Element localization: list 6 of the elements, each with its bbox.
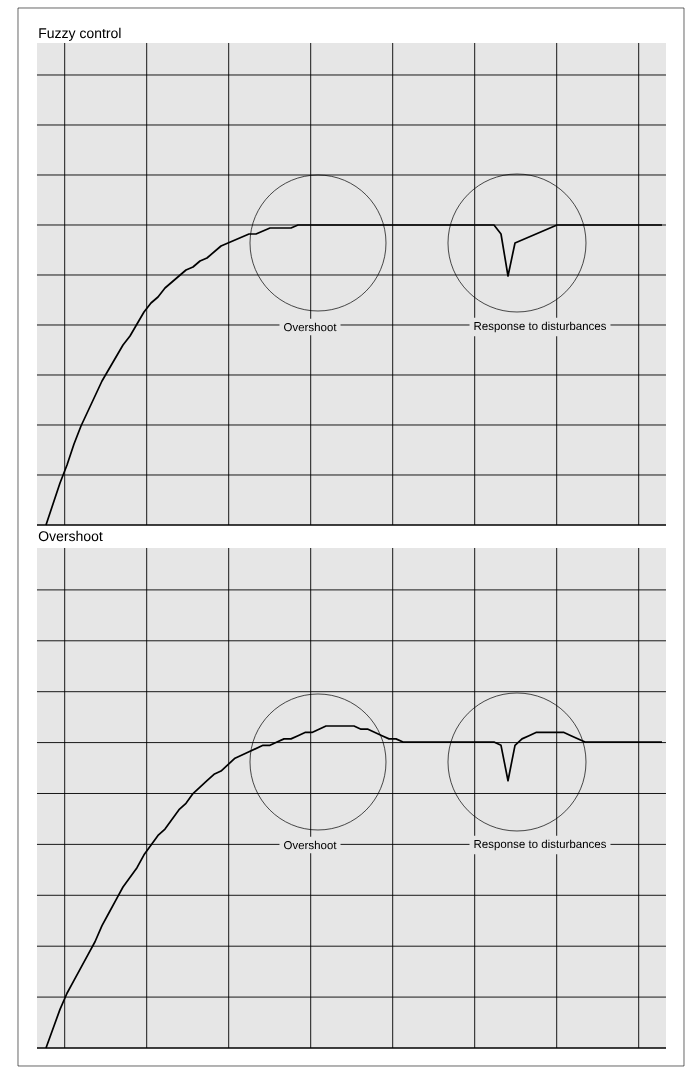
annotation: Response to disturbances — [474, 321, 607, 333]
annotation: Overshoot — [284, 840, 337, 850]
chart-title: Overshoot — [38, 530, 103, 542]
annotation: Response to disturbances — [474, 839, 607, 851]
annotation: Overshoot — [284, 322, 337, 332]
chart-title: Fuzzy control — [39, 27, 121, 41]
